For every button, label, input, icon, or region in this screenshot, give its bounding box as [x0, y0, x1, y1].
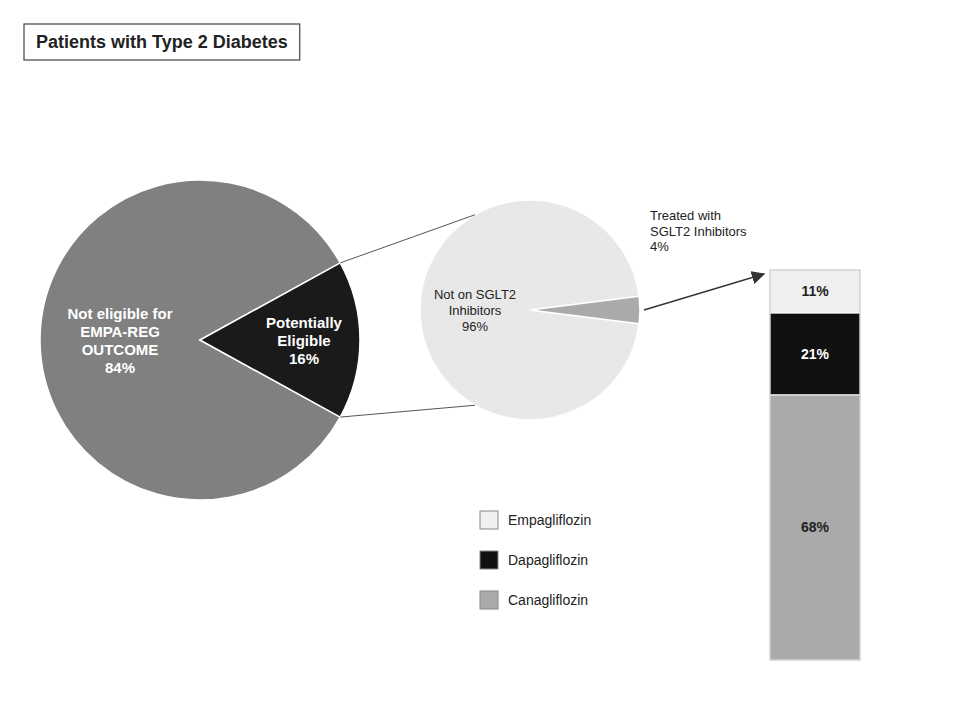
pie-slice — [420, 200, 639, 420]
legend-swatch — [480, 551, 498, 569]
chart-canvas: Patients with Type 2 Diabetes Not eligibl… — [0, 0, 960, 720]
legend-label: Empagliflozin — [508, 512, 591, 528]
slice-label-line: 84% — [105, 359, 135, 376]
data-label: 68% — [801, 519, 830, 535]
legend-label: Canagliflozin — [508, 592, 588, 608]
slice-label-line: OUTCOME — [82, 341, 159, 358]
bar-frame — [770, 270, 860, 660]
slice-label-line: Inhibitors — [449, 303, 502, 318]
slice-label-outside: Treated withSGLT2 Inhibitors4% — [650, 208, 747, 254]
legend-swatch — [480, 511, 498, 529]
legend: Empagliflozin Dapagliflozin Canagliflozin — [480, 511, 591, 609]
slice-label: Not on SGLT2Inhibitors96% — [434, 287, 516, 333]
legend-swatch — [480, 591, 498, 609]
data-label: 11% — [801, 283, 829, 299]
slice-label-line: 16% — [289, 350, 319, 367]
pie-slice — [200, 263, 360, 417]
title: Patients with Type 2 Diabetes — [36, 32, 288, 52]
title-box: Patients with Type 2 Diabetes — [24, 24, 300, 60]
legend-label: Dapagliflozin — [508, 552, 588, 568]
slice-label-line: EMPA-REG — [80, 323, 160, 340]
slice-label-line: Not eligible for — [68, 305, 173, 322]
slice-label-outside-line: Treated with — [650, 208, 721, 223]
slice-label-line: Potentially — [266, 314, 343, 331]
data-label: 21% — [801, 346, 830, 362]
bar-labels: 68% 21% 11% — [801, 283, 830, 535]
title-frame — [24, 24, 300, 60]
arrow — [644, 274, 764, 310]
pie-1 — [420, 200, 640, 420]
connector-line — [340, 405, 475, 417]
pie-slice — [40, 180, 340, 500]
slice-label-line: 96% — [462, 318, 488, 333]
connector-line — [340, 215, 475, 263]
slice-label-line: Not on SGLT2 — [434, 287, 516, 302]
slice-label-line: Eligible — [277, 332, 330, 349]
bar-group — [770, 270, 860, 660]
slice-label: PotentiallyEligible16% — [266, 314, 343, 367]
pie-0 — [40, 180, 360, 500]
bar-segment — [770, 270, 860, 313]
slice-label: Not eligible forEMPA-REGOUTCOME84% — [68, 305, 173, 376]
bar-segment — [770, 313, 860, 395]
slice-label-outside-line: SGLT2 Inhibitors — [650, 223, 747, 238]
slice-label-outside-line: 4% — [650, 239, 669, 254]
pie-slice — [530, 296, 640, 324]
bar-segment — [770, 395, 860, 660]
